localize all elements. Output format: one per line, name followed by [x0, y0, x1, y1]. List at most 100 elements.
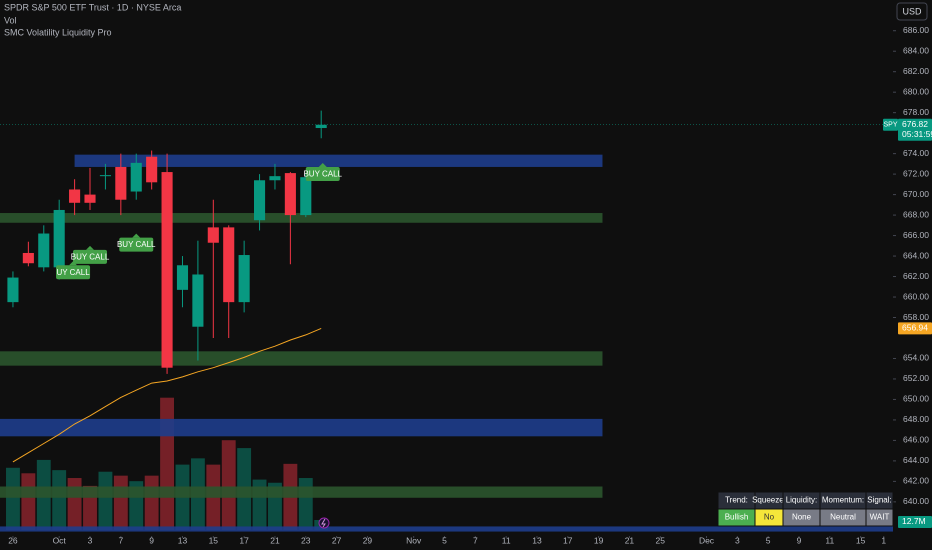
candle-body: [53, 209, 65, 268]
volume-label: 12.7M: [902, 516, 926, 526]
signal-box: [119, 237, 154, 252]
volume-bar: [298, 478, 313, 530]
candle-body: [269, 176, 281, 181]
x-tick-label: 15: [209, 535, 219, 545]
table-header: Squeeze:: [752, 496, 786, 505]
x-tick-label: 9: [797, 535, 802, 545]
moving-average: [12, 327, 322, 463]
volume-bar: [98, 471, 113, 530]
symbol-label: SPY: [883, 122, 897, 129]
x-tick-label: 7: [473, 535, 478, 545]
liquidity-zone: [0, 418, 603, 437]
x-tick-label: 19: [594, 535, 604, 545]
x-tick-label: 9: [149, 535, 154, 545]
y-tick-label: 680.00: [903, 86, 929, 96]
signal-pointer: [318, 162, 327, 167]
table-header: Signal:: [867, 496, 891, 505]
x-tick-label: 1: [881, 535, 886, 545]
volume-tag: [898, 515, 932, 528]
y-tick-label: 682.00: [903, 66, 929, 76]
y-tick-label: 646.00: [903, 435, 929, 445]
y-tick-label: 650.00: [903, 394, 929, 404]
x-tick-label: 13: [532, 535, 542, 545]
volume-bar: [6, 467, 20, 530]
currency-label: USD: [902, 6, 922, 16]
signal-label: UY CALL: [56, 268, 90, 277]
candle-body: [38, 233, 50, 268]
table-value: Bullish: [725, 513, 749, 522]
table-header: Momentum:: [822, 496, 864, 505]
liquidity-zone: [0, 526, 893, 532]
chart-title: SPDR S&P 500 ETF Trust · 1D · NYSE Arca: [4, 2, 181, 12]
signal-label: BUY CALL: [117, 240, 156, 249]
x-tick-label: 27: [332, 535, 342, 545]
table-header: Liquidity:: [786, 496, 818, 505]
x-tick-label: 5: [766, 535, 771, 545]
candle-body: [7, 277, 19, 303]
liquidity-zone: [0, 351, 603, 366]
x-tick-label: 17: [239, 535, 249, 545]
signal-pointer: [86, 245, 95, 250]
y-tick-label: 642.00: [903, 476, 929, 486]
event-bolt: [321, 518, 326, 528]
signal-box: [56, 265, 91, 280]
candle-body: [284, 173, 296, 216]
signal-label: BUY CALL: [71, 253, 110, 262]
y-tick-label: 668.00: [903, 209, 929, 219]
x-tick-label: 29: [363, 535, 373, 545]
x-tick-label: 5: [442, 535, 447, 545]
candle-body: [300, 177, 312, 216]
signal-label: BUY CALL: [303, 170, 342, 179]
candle-body: [99, 175, 111, 177]
x-tick-label: 15: [856, 535, 866, 545]
table-header: Trend:: [725, 496, 748, 505]
x-tick-label: 11: [502, 535, 511, 545]
volume-bar: [67, 478, 82, 530]
y-tick-label: 658.00: [903, 312, 929, 322]
x-tick-label: Oct: [53, 535, 67, 545]
signal-pointer: [132, 233, 141, 238]
x-tick-label: 21: [625, 535, 635, 545]
volume-bar: [21, 473, 36, 530]
volume-bar: [160, 397, 175, 530]
volume-bar: [221, 440, 236, 530]
y-tick-label: 672.00: [903, 168, 929, 178]
x-tick-label: 3: [735, 535, 740, 545]
x-tick-label: 23: [301, 535, 311, 545]
candle-body: [22, 252, 34, 264]
candle-body: [253, 180, 266, 221]
volume-bar: [144, 475, 159, 530]
price-tag: [898, 118, 932, 141]
y-tick-label: 660.00: [903, 291, 929, 301]
y-tick-label: 686.00: [903, 25, 929, 35]
price-label: 676.82: [902, 119, 928, 129]
ma-label: 656.94: [902, 323, 928, 333]
x-tick-label: 11: [825, 535, 834, 545]
y-tick-label: 662.00: [903, 271, 929, 281]
y-tick-label: 654.00: [903, 353, 929, 363]
event-icon[interactable]: [318, 517, 330, 529]
table-value-cell: [865, 508, 894, 527]
volume-bar: [113, 475, 128, 530]
table-value: No: [764, 513, 775, 522]
y-tick-label: 684.00: [903, 45, 929, 55]
y-tick-label: 664.00: [903, 250, 929, 260]
currency-button[interactable]: [896, 2, 928, 21]
symbol-tag: [883, 118, 898, 131]
y-tick-label: 674.00: [903, 148, 929, 158]
countdown-label: 05:31:59: [902, 129, 932, 139]
y-tick-label: 640.00: [903, 496, 929, 506]
x-tick-label: 25: [656, 535, 666, 545]
y-tick-label: 666.00: [903, 230, 929, 240]
y-tick-label: 644.00: [903, 455, 929, 465]
liquidity-zone: [74, 154, 603, 167]
table-value: WAIT: [870, 513, 890, 522]
x-tick-label: 17: [563, 535, 573, 545]
signal-box: [305, 166, 340, 181]
x-tick-label: 3: [88, 535, 93, 545]
y-tick-label: 648.00: [903, 414, 929, 424]
y-tick-label: 652.00: [903, 373, 929, 383]
